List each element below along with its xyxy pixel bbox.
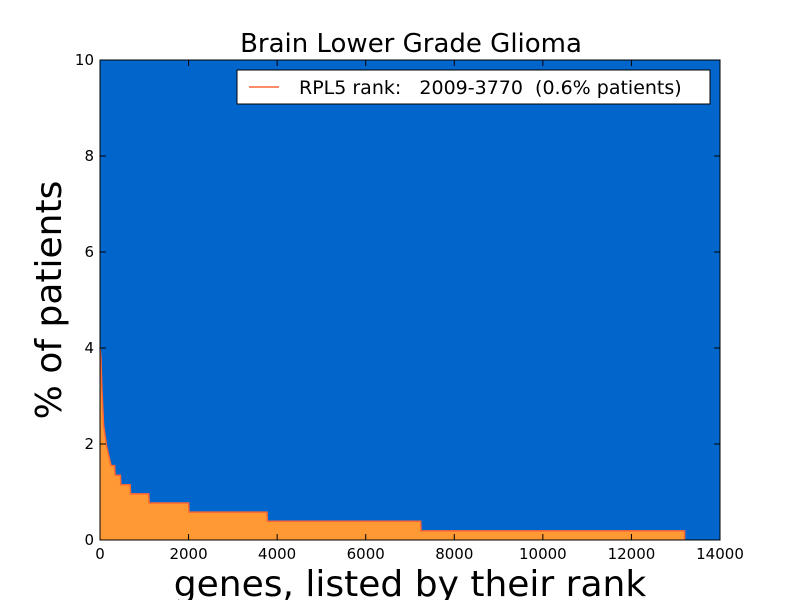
chart-title: Brain Lower Grade Glioma — [240, 29, 582, 59]
x-tick-label: 4000 — [258, 545, 296, 563]
x-axis-label: genes, listed by their rank — [174, 564, 647, 600]
y-tick-label: 0 — [84, 531, 94, 549]
y-tick-label: 8 — [84, 147, 94, 165]
plot-area: 0 2000 4000 6000 8000 10000 12000 14000 0 2 4 6 8 10 R… — [75, 51, 744, 563]
area-line-series-0 — [99, 347, 686, 540]
area-fill-series-0 — [100, 348, 685, 540]
y-tick-label: 10 — [75, 51, 94, 69]
x-tick-label: 14000 — [696, 545, 744, 563]
legend-label: RPL5 rank: 2009-3770 (0.6% patients) — [299, 77, 682, 99]
x-tick-label: 6000 — [347, 545, 385, 563]
x-tick-label: 2000 — [169, 545, 207, 563]
plot-background — [100, 60, 720, 540]
y-tick-label: 2 — [84, 435, 94, 453]
y-tick-label: 4 — [84, 339, 94, 357]
plot-frame — [99, 59, 721, 541]
y-tick-label: 6 — [84, 243, 94, 261]
x-tick-label: 12000 — [608, 545, 656, 563]
legend-box — [236, 69, 711, 105]
y-axis-label: % of patients — [29, 181, 70, 420]
x-tick-label: 10000 — [519, 545, 567, 563]
x-tick-label: 0 — [95, 545, 105, 563]
x-tick-label: 8000 — [435, 545, 473, 563]
